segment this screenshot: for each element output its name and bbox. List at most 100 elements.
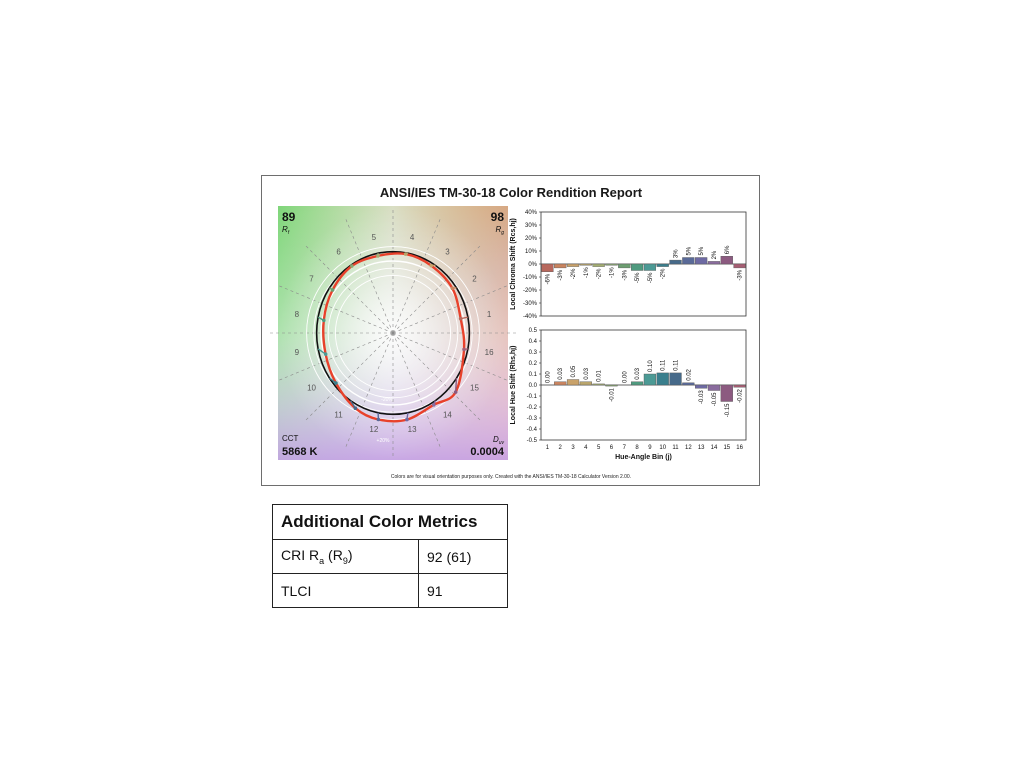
x-tick-label: 8: [635, 445, 639, 451]
table-row: CRI Ra (R9) 92 (61): [272, 539, 508, 574]
additional-metrics-table: Additional Color Metrics CRI Ra (R9) 92 …: [272, 504, 508, 608]
y-tick-label: 0.1: [529, 372, 538, 378]
bar: [592, 383, 605, 386]
bin-number-label: 4: [410, 233, 415, 242]
data-label: -3%: [622, 269, 628, 280]
bin-number-label: 15: [470, 383, 479, 392]
cri-value: 92 (61): [418, 539, 508, 574]
shift-arrow-head: [350, 264, 354, 268]
tlci-label: TLCI: [272, 573, 419, 608]
table-row: TLCI 91: [272, 573, 508, 608]
hue-shift-chart: 0.5 0.4 0.3 0.2 0.1 0.0 -0.1 -0.2 -0.3 -0.4 -0.5 0.…: [510, 328, 747, 461]
shift-arrow-head: [376, 417, 381, 422]
data-label: 5%: [699, 246, 705, 255]
report-graphic: ANSI/IES TM-30-18 Color Rendition Report…: [268, 185, 747, 480]
bin-number-label: 10: [307, 383, 316, 392]
data-label: -5%: [648, 272, 654, 283]
data-label: 0.01: [597, 370, 603, 382]
y-tick-label: 0.0: [529, 383, 538, 389]
x-tick-label: 11: [672, 445, 679, 451]
duv-label: Duv: [493, 435, 505, 446]
y-axis-label: Local Hue Shift (Rhs,hj): [510, 346, 517, 425]
data-label: -2%: [597, 268, 603, 279]
bin-divider-line: [304, 332, 394, 422]
bin-number-label: 8: [295, 310, 300, 319]
bar: [554, 263, 567, 269]
report-title: ANSI/IES TM-30-18 Color Rendition Report: [380, 185, 643, 200]
data-label: -0.01: [609, 387, 615, 401]
y-tick-label: -0.1: [527, 394, 538, 400]
metrics-title: Additional Color Metrics: [272, 504, 508, 540]
bin-number-label: 13: [408, 425, 417, 434]
shift-arrow-head: [321, 318, 326, 323]
bin-number-label: 7: [309, 275, 314, 284]
bar: [643, 263, 657, 271]
y-tick-label: 0.5: [529, 328, 538, 334]
data-label: 2%: [712, 250, 718, 259]
bin-number-label: 9: [295, 348, 300, 357]
data-label: -3%: [738, 269, 744, 280]
data-label: 0.02: [686, 368, 692, 380]
bar: [733, 263, 746, 269]
shift-arrow-head: [431, 403, 436, 407]
bin-divider-line: [344, 332, 394, 449]
y-tick-label: 0.3: [529, 350, 538, 356]
bar: [566, 263, 580, 267]
data-label: 0.00: [622, 371, 628, 383]
y-tick-label: -40%: [523, 314, 538, 320]
bar: [720, 255, 733, 265]
cct-label: CCT: [282, 434, 299, 443]
bin-number-label: 1: [487, 310, 492, 319]
shift-arrow-head: [453, 390, 458, 394]
data-label: 0.00: [545, 371, 551, 383]
x-tick-label: 9: [648, 445, 652, 451]
y-tick-label: 30%: [525, 223, 538, 229]
bin-divider-line: [392, 332, 509, 382]
x-tick-label: 7: [623, 445, 627, 451]
bin-divider-line: [277, 332, 394, 382]
y-tick-label: 10%: [525, 249, 538, 255]
data-label: -2%: [661, 268, 667, 279]
bar: [669, 372, 682, 386]
y-tick-label: 0%: [528, 262, 537, 268]
bin-divider-line: [277, 284, 394, 334]
bar: [682, 382, 695, 386]
bar: [720, 384, 733, 402]
shift-arrow-head: [450, 286, 455, 291]
data-label: -0.05: [712, 392, 718, 406]
bar: [669, 259, 682, 265]
bin-number-label: 6: [336, 248, 341, 257]
data-label: 3%: [674, 249, 680, 258]
rf-label: Rf: [282, 225, 290, 236]
reference-ring: [320, 260, 466, 406]
shift-arrow-head: [330, 288, 335, 292]
cct-value: 5868 K: [282, 446, 318, 458]
x-tick-label: 13: [698, 445, 705, 451]
rg-label: Rg: [495, 225, 504, 236]
data-label: -5%: [635, 272, 641, 283]
shift-arrow-head: [353, 406, 358, 411]
reference-curve: [315, 250, 471, 416]
data-label: -1%: [584, 267, 590, 278]
y-tick-label: -10%: [523, 275, 538, 281]
bin-divider-line: [392, 284, 509, 334]
data-label: 0.03: [558, 367, 564, 379]
bin-number-label: 14: [443, 410, 452, 419]
bar: [541, 263, 554, 273]
bar: [554, 381, 567, 386]
bin-divider-line: [344, 217, 394, 334]
y-tick-label: -20%: [523, 288, 538, 294]
x-tick-label: 6: [610, 445, 614, 451]
bin-number-label: 11: [334, 410, 343, 419]
shift-arrow-head: [403, 252, 408, 256]
y-tick-label: -0.3: [527, 416, 538, 422]
data-label: 0.11: [674, 359, 680, 371]
data-label: -6%: [545, 273, 551, 284]
bar: [579, 263, 592, 266]
x-tick-label: 3: [571, 445, 575, 451]
bin-number-label: 2: [472, 275, 477, 284]
bar: [605, 263, 618, 266]
bar: [682, 257, 695, 265]
bin-number-label: 3: [445, 248, 450, 257]
